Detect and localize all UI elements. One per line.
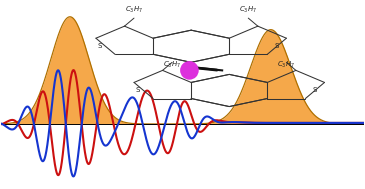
Point: [187, 69, 192, 72]
Text: $C_3H_7$: $C_3H_7$: [277, 60, 295, 70]
Text: S: S: [136, 88, 140, 94]
Text: $C_3H_7$: $C_3H_7$: [125, 5, 143, 15]
Text: S: S: [313, 88, 317, 94]
Text: S: S: [275, 43, 279, 49]
Text: $C_3H_7$: $C_3H_7$: [163, 60, 181, 70]
Text: $C_3H_7$: $C_3H_7$: [239, 5, 257, 15]
Text: S: S: [97, 43, 102, 49]
